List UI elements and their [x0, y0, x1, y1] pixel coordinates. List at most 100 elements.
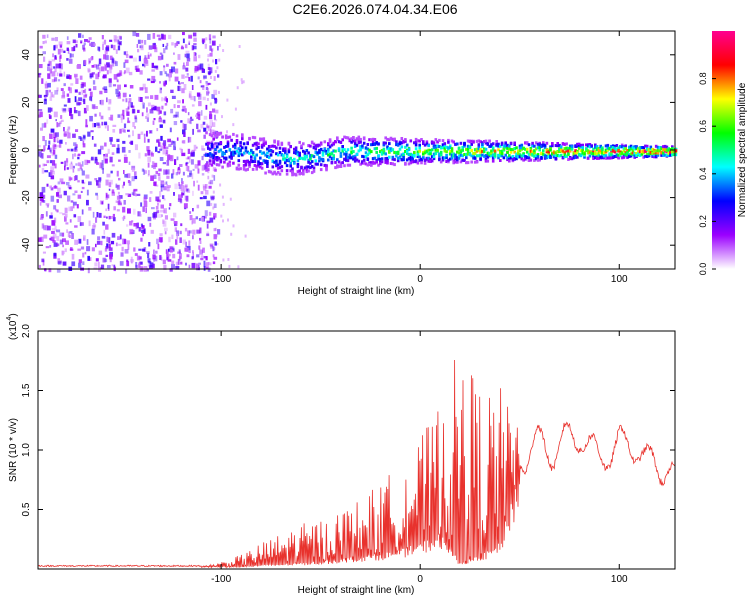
spectrogram-cell	[93, 43, 96, 46]
spectrogram-cell	[68, 58, 73, 64]
spectrogram-cell	[513, 147, 516, 150]
spectrogram-cell	[450, 139, 454, 143]
spectrogram-cell	[213, 89, 218, 96]
spectrogram-cell	[491, 142, 495, 146]
spectrogram-cell	[353, 154, 357, 158]
spectrogram-cell	[203, 266, 206, 271]
spectrogram-x-tick-label: 100	[611, 274, 628, 285]
spectrogram-cell	[250, 158, 253, 162]
spectrogram-cell	[216, 163, 219, 167]
spectrogram-cell	[153, 181, 157, 186]
spectrogram-cell	[142, 206, 145, 212]
spectrogram-cell	[475, 139, 479, 143]
spectrogram-cell	[226, 135, 230, 139]
spectrogram-cell	[559, 153, 563, 157]
spectrogram-cell	[51, 170, 55, 175]
spectrogram-cell	[448, 146, 452, 149]
spectrogram-cell	[481, 145, 484, 148]
spectrogram-cell	[153, 42, 156, 47]
spectrogram-cell	[558, 143, 561, 147]
spectrogram-cell	[182, 65, 186, 70]
spectrogram-cell	[513, 150, 516, 154]
spectrogram-cell	[350, 146, 353, 150]
spectrogram-cell	[126, 111, 130, 116]
spectrogram-cell	[87, 131, 91, 137]
spectrogram-cell	[300, 146, 303, 150]
spectrogram-cell	[91, 65, 95, 68]
spectrogram-cell	[130, 256, 133, 262]
spectrogram-cell	[429, 160, 432, 163]
spectrogram-cell	[253, 155, 257, 159]
spectrogram-cell	[55, 63, 60, 69]
spectrogram-cell	[445, 156, 448, 160]
spectrogram-cell	[177, 258, 180, 265]
spectrogram-cell	[262, 151, 266, 155]
spectrogram-cell	[629, 147, 633, 151]
spectrogram-cell	[47, 73, 51, 79]
spectrogram-cell	[157, 243, 160, 250]
spectrogram-cell	[108, 78, 112, 83]
spectrogram-cell	[429, 152, 432, 156]
spectrogram-cell	[465, 156, 468, 160]
spectrogram-cell	[520, 157, 524, 161]
spectrogram-cell	[205, 83, 209, 86]
spectrogram-cell	[129, 55, 133, 59]
spectrogram-cell	[482, 150, 486, 154]
spectrogram-cell	[343, 164, 346, 168]
spectrogram-cell	[156, 199, 161, 203]
spectrogram-cell	[140, 44, 144, 51]
spectrogram-cell	[567, 147, 570, 151]
spectrogram-cell	[59, 56, 61, 62]
spectrogram-cell	[199, 63, 204, 70]
spectrogram-cell	[207, 175, 210, 180]
spectrogram-cell	[173, 192, 175, 196]
spectrogram-cell	[103, 54, 106, 60]
spectrogram-cell	[51, 59, 56, 62]
spectrogram-cell	[118, 199, 121, 205]
spectrogram-cell	[250, 155, 253, 159]
spectrogram-cell	[105, 254, 109, 257]
spectrogram-cell	[477, 154, 481, 158]
spectrogram-cell	[106, 216, 108, 219]
spectrogram-cell	[393, 158, 396, 162]
spectrogram-cell	[200, 123, 204, 129]
spectrogram-cell	[427, 159, 430, 163]
spectrogram-cell	[116, 184, 120, 190]
spectrogram-cell	[132, 190, 136, 196]
spectrogram-cell	[206, 223, 209, 229]
spectrogram-cell	[500, 149, 504, 153]
spectrogram-cell	[105, 47, 109, 51]
spectrogram-cell	[196, 115, 200, 119]
snr-series-line	[37, 359, 676, 569]
spectrogram-cell	[224, 145, 228, 148]
spectrogram-cell	[488, 151, 491, 155]
spectrogram-cell	[113, 44, 116, 51]
spectrogram-cell	[174, 183, 178, 190]
spectrogram-cell	[57, 79, 61, 82]
spectrogram-cell	[128, 181, 132, 186]
spectrogram-cell	[386, 147, 389, 151]
spectrogram-cell	[219, 183, 222, 187]
spectrogram-cell	[361, 146, 364, 150]
spectrogram-cell	[422, 156, 425, 160]
spectrogram-cell	[44, 170, 49, 173]
spectrogram-cell	[656, 151, 660, 155]
spectrogram-cell	[128, 98, 132, 103]
spectrogram-cell	[332, 141, 335, 145]
spectrogram-cell	[73, 107, 76, 113]
spectrogram-cell	[67, 231, 71, 238]
spectrogram-cell	[50, 166, 55, 173]
spectrogram-cell	[56, 243, 60, 247]
spectrogram-cell	[332, 149, 335, 153]
spectrogram-cell	[556, 154, 559, 157]
spectrogram-cell	[386, 161, 389, 165]
spectrogram-cell	[147, 78, 151, 81]
spectrogram-cell	[298, 153, 301, 157]
spectrogram-cell	[92, 211, 95, 218]
spectrogram-cell	[604, 154, 608, 158]
spectrogram-cell	[205, 153, 208, 157]
spectrogram-cell	[192, 235, 194, 240]
spectrogram-cell	[183, 84, 187, 90]
spectrogram-cell	[83, 135, 86, 139]
spectrogram-cell	[139, 261, 143, 265]
